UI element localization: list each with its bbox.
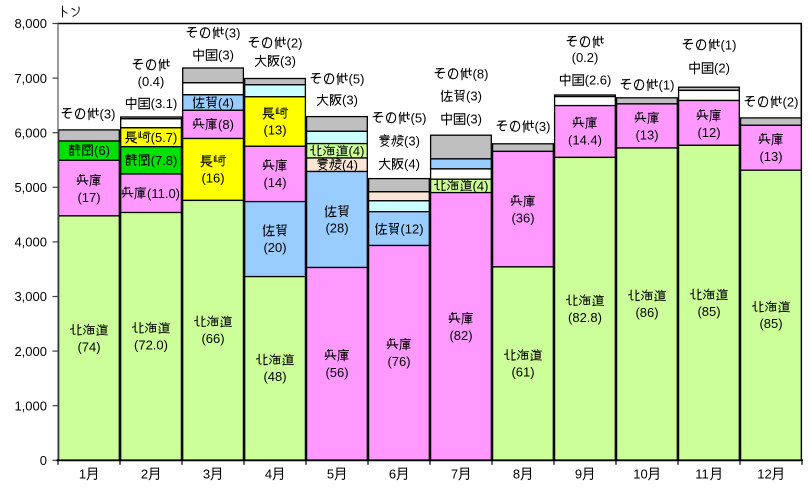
svg-text:10: 10 xyxy=(633,467,647,482)
svg-text:(3): (3) xyxy=(280,54,296,69)
svg-text:(3): (3) xyxy=(404,134,420,149)
svg-text:8,000: 8,000 xyxy=(14,16,47,31)
svg-text:(2): (2) xyxy=(287,36,303,51)
svg-text:(12): (12) xyxy=(400,222,423,237)
svg-text:(13): (13) xyxy=(263,123,286,138)
svg-text:(4): (4) xyxy=(218,95,234,110)
svg-text:3,000: 3,000 xyxy=(14,289,47,304)
svg-text:(3): (3) xyxy=(466,89,482,104)
svg-text:(5): (5) xyxy=(349,72,365,87)
svg-text:4,000: 4,000 xyxy=(14,235,47,250)
svg-text:6: 6 xyxy=(389,467,396,482)
svg-text:5,000: 5,000 xyxy=(14,180,47,195)
svg-text:(7.8): (7.8) xyxy=(151,153,178,168)
svg-text:(11.0): (11.0) xyxy=(147,186,180,201)
svg-text:(3): (3) xyxy=(225,26,241,41)
svg-text:(5.7): (5.7) xyxy=(151,130,178,145)
svg-text:(72.0): (72.0) xyxy=(134,337,168,352)
svg-text:(14.4): (14.4) xyxy=(568,132,602,147)
svg-text:(76): (76) xyxy=(387,354,410,369)
svg-text:8: 8 xyxy=(513,467,520,482)
svg-text:(1): (1) xyxy=(721,38,737,53)
svg-text:(3): (3) xyxy=(535,119,551,134)
svg-text:(61): (61) xyxy=(511,365,534,380)
svg-text:(14): (14) xyxy=(263,175,286,190)
svg-text:(3): (3) xyxy=(100,107,116,122)
svg-text:(48): (48) xyxy=(263,369,286,384)
svg-text:(4): (4) xyxy=(473,178,489,193)
svg-text:(5): (5) xyxy=(411,111,427,126)
svg-text:(6): (6) xyxy=(94,143,110,158)
svg-text:6,000: 6,000 xyxy=(14,125,47,140)
svg-text:(3): (3) xyxy=(466,112,482,127)
svg-text:7,000: 7,000 xyxy=(14,71,47,86)
svg-text:(3): (3) xyxy=(342,93,358,108)
svg-text:(2): (2) xyxy=(714,61,730,76)
svg-text:(2.6): (2.6) xyxy=(585,73,612,88)
svg-text:(13): (13) xyxy=(635,127,658,142)
svg-text:(4): (4) xyxy=(342,157,358,172)
svg-text:(8): (8) xyxy=(218,117,234,132)
svg-text:(85): (85) xyxy=(697,304,720,319)
svg-text:7: 7 xyxy=(451,467,458,482)
svg-text:2,000: 2,000 xyxy=(14,344,47,359)
svg-text:5: 5 xyxy=(327,467,334,482)
svg-text:(66): (66) xyxy=(201,331,224,346)
svg-text:(8): (8) xyxy=(473,67,489,82)
svg-text:(1): (1) xyxy=(659,78,675,93)
svg-text:1: 1 xyxy=(79,467,86,482)
svg-text:(20): (20) xyxy=(263,240,286,255)
svg-text:9: 9 xyxy=(575,467,582,482)
svg-text:(28): (28) xyxy=(325,221,348,236)
svg-text:(2): (2) xyxy=(783,95,799,110)
svg-text:(3.1): (3.1) xyxy=(151,96,178,111)
svg-text:4: 4 xyxy=(265,467,272,482)
svg-text:(4): (4) xyxy=(349,144,365,159)
svg-text:(13): (13) xyxy=(759,149,782,164)
svg-text:(56): (56) xyxy=(325,365,348,380)
svg-text:(36): (36) xyxy=(511,211,534,226)
svg-text:2: 2 xyxy=(141,467,148,482)
svg-text:3: 3 xyxy=(203,467,210,482)
svg-text:(16): (16) xyxy=(201,170,224,185)
svg-text:1,000: 1,000 xyxy=(14,398,47,413)
svg-text:11: 11 xyxy=(695,467,709,482)
svg-text:(85): (85) xyxy=(759,316,782,331)
svg-text:(0.2): (0.2) xyxy=(572,50,599,65)
svg-text:12: 12 xyxy=(757,467,771,482)
svg-text:(0.4): (0.4) xyxy=(138,74,165,89)
svg-text:(12): (12) xyxy=(697,125,720,140)
svg-text:(86): (86) xyxy=(635,305,658,320)
svg-text:(82): (82) xyxy=(449,328,472,343)
svg-text:(3): (3) xyxy=(218,48,234,63)
svg-text:(82.8): (82.8) xyxy=(568,310,602,325)
svg-text:0: 0 xyxy=(40,453,47,468)
svg-text:(74): (74) xyxy=(77,339,100,354)
svg-text:(17): (17) xyxy=(77,190,100,205)
svg-text:(4): (4) xyxy=(404,157,420,172)
